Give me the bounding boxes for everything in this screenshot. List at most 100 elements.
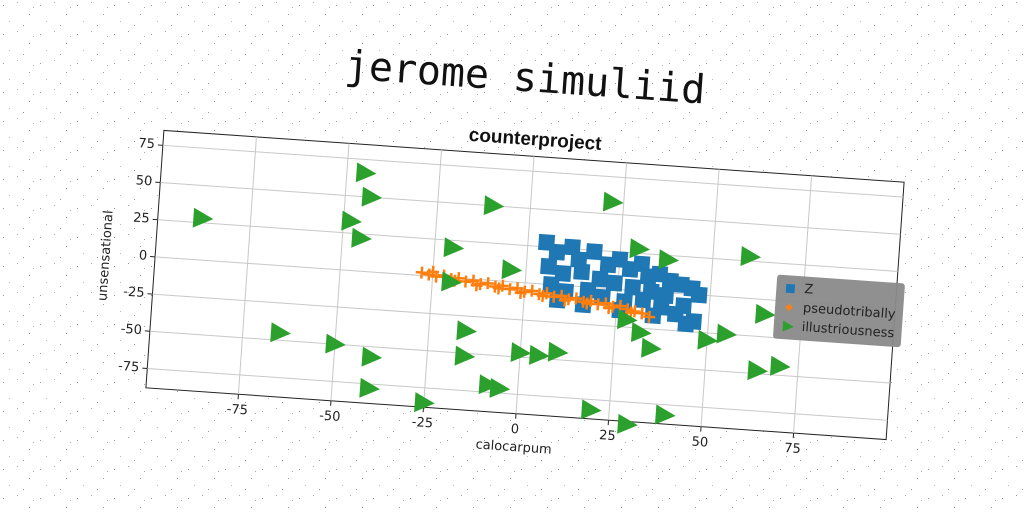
point	[492, 282, 505, 295]
y-tick-label: -50	[120, 322, 142, 338]
y-tick-label: -25	[123, 285, 145, 301]
point	[415, 266, 428, 279]
point	[459, 275, 472, 288]
grid-line	[608, 162, 628, 421]
point	[536, 289, 549, 303]
y-tick-label: -75	[118, 359, 140, 375]
grid-line	[237, 136, 257, 395]
x-tick-label: 50	[691, 435, 709, 451]
y-tick-label: 50	[135, 173, 153, 189]
point	[602, 191, 624, 212]
point	[547, 290, 561, 303]
point	[441, 271, 462, 292]
y-tick-label: 75	[138, 136, 156, 152]
point	[456, 320, 477, 341]
point	[525, 284, 539, 297]
point	[558, 294, 571, 307]
point	[501, 259, 523, 280]
x-tick-label: 25	[599, 428, 617, 444]
legend-label: Z	[804, 282, 814, 298]
point	[573, 263, 591, 281]
grid-line	[162, 144, 904, 198]
point	[528, 344, 550, 365]
point	[361, 186, 383, 207]
point	[478, 374, 500, 395]
point	[192, 207, 214, 228]
point	[635, 307, 649, 320]
point	[580, 399, 602, 420]
x-tick-label: 0	[510, 422, 519, 438]
point	[677, 315, 695, 333]
grid-line	[147, 367, 888, 421]
grid-line	[700, 169, 720, 427]
point	[483, 195, 505, 216]
grid-line	[155, 256, 896, 310]
point	[414, 392, 435, 413]
y-tick-label: 25	[133, 211, 151, 227]
point	[630, 322, 652, 343]
point	[785, 304, 793, 311]
point	[510, 342, 532, 363]
point	[614, 299, 627, 312]
grid-line	[515, 156, 535, 414]
y-tick-label: 0	[138, 248, 147, 264]
point	[547, 341, 569, 362]
point	[617, 413, 638, 434]
x-axis-label: calocarpum	[475, 437, 552, 457]
point	[591, 298, 605, 311]
point	[489, 377, 511, 398]
x-tick-label: -50	[319, 408, 341, 424]
point	[740, 246, 762, 266]
point	[602, 301, 615, 315]
grid-line	[160, 182, 901, 235]
point	[755, 303, 776, 324]
point	[351, 227, 372, 248]
point	[643, 310, 656, 323]
point	[443, 237, 465, 258]
point	[697, 329, 719, 350]
point	[629, 238, 651, 259]
point	[548, 243, 566, 261]
point	[782, 320, 794, 332]
point	[514, 286, 527, 299]
point	[355, 162, 377, 183]
point	[769, 355, 791, 376]
x-tick-label: -25	[411, 415, 433, 431]
point	[605, 274, 623, 292]
legend-label: pseudotribally	[803, 301, 897, 322]
point	[634, 291, 652, 309]
point	[570, 292, 583, 305]
point	[270, 322, 291, 343]
point	[361, 346, 383, 367]
point	[359, 377, 380, 398]
y-axis-label: unsensational	[95, 210, 116, 302]
grid-line	[330, 143, 350, 401]
point	[617, 309, 638, 330]
grid-line	[422, 149, 442, 408]
point	[325, 333, 346, 354]
point	[641, 337, 662, 358]
point	[454, 345, 476, 366]
point	[654, 404, 676, 425]
legend-label: illustriousness	[801, 320, 895, 341]
x-tick-label: 75	[784, 441, 802, 457]
legend-box	[773, 274, 905, 348]
grid-line	[157, 219, 898, 272]
point	[341, 210, 362, 231]
x-tick-label: -75	[226, 402, 248, 418]
point	[690, 286, 708, 304]
point	[481, 277, 495, 290]
point	[470, 279, 483, 292]
point	[580, 297, 594, 310]
point	[426, 265, 440, 278]
point	[579, 281, 597, 299]
point	[785, 283, 796, 294]
plot: counterproject calocarpum unsensational …	[95, 125, 905, 458]
point	[716, 323, 738, 344]
point	[503, 283, 516, 296]
point	[658, 249, 680, 270]
grid-line	[152, 293, 893, 347]
point	[542, 276, 560, 294]
